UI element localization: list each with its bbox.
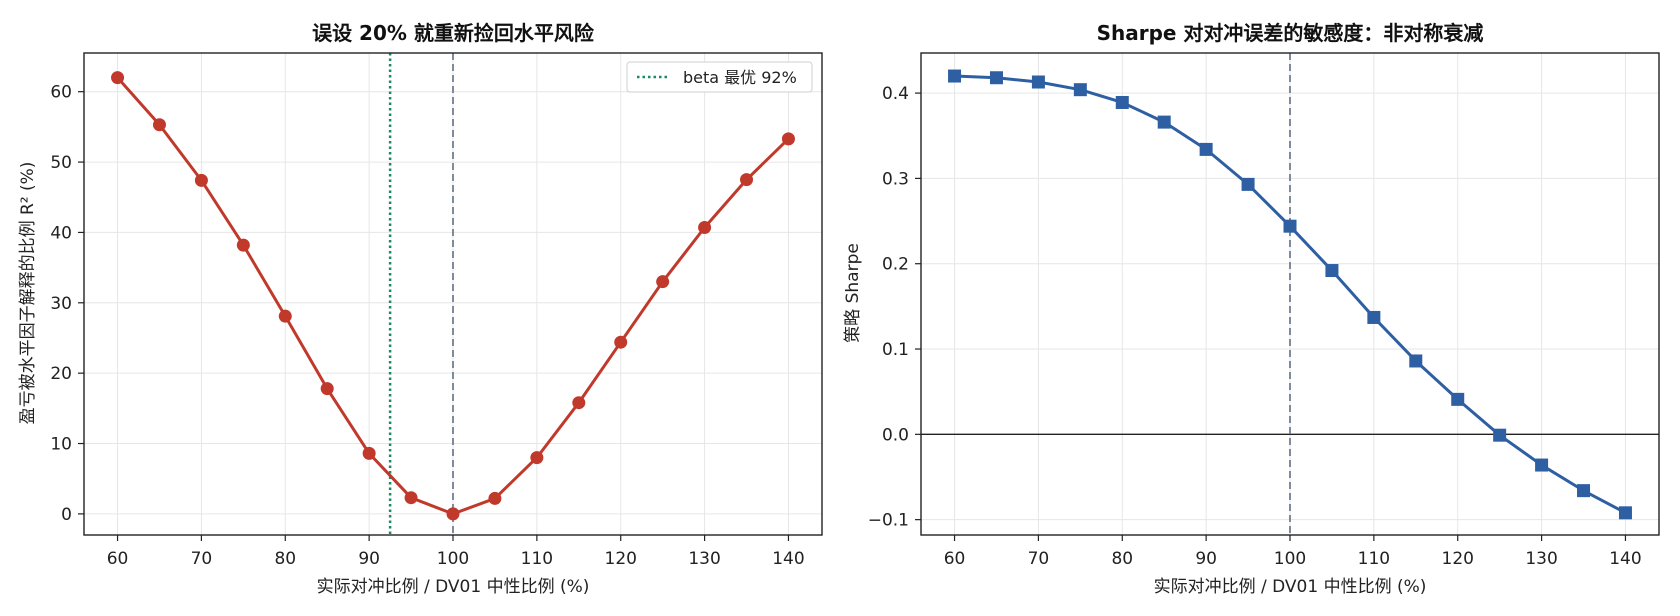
right-series xyxy=(948,69,1632,520)
data-point xyxy=(1283,219,1297,233)
data-point xyxy=(740,173,754,187)
data-point xyxy=(614,335,628,349)
y-tick-label: 20 xyxy=(50,364,72,384)
data-point xyxy=(698,221,712,235)
x-tick-label: 70 xyxy=(1028,549,1050,569)
data-point xyxy=(1618,506,1632,520)
x-tick-label: 140 xyxy=(1609,549,1641,569)
data-point xyxy=(656,275,670,289)
data-point xyxy=(194,173,208,187)
x-tick-label: 80 xyxy=(274,549,296,569)
data-point xyxy=(948,69,962,83)
x-tick-label: 70 xyxy=(191,549,213,569)
right-x-axis-label: 实际对冲比例 / DV01 中性比例 (%) xyxy=(1154,577,1427,597)
left-ticks: 60 70 80 90 100 110 120 130 140 0 10 20 30 40 50 60 xyxy=(50,83,804,569)
y-tick-label: 0 xyxy=(61,505,72,525)
data-point xyxy=(1451,392,1465,406)
left-y-axis-label: 盈亏被水平因子解释的比例 R² (%) xyxy=(18,162,38,425)
x-tick-label: 140 xyxy=(772,549,804,569)
legend-box xyxy=(626,61,813,93)
data-point xyxy=(278,309,292,323)
x-tick-label: 80 xyxy=(1111,549,1133,569)
y-tick-label: 50 xyxy=(50,153,72,173)
left-series xyxy=(111,71,795,521)
y-tick-label: 30 xyxy=(50,294,72,314)
data-point xyxy=(1535,458,1549,472)
left-chart: 60 70 80 90 100 110 120 130 140 0 10 20 30 40 50 60 误设 … xyxy=(18,21,823,597)
data-point xyxy=(320,382,334,396)
right-ticks: 60 70 80 90 100 110 120 130 140 −0.1 0.0 0.1 0.2 0.3 0… xyxy=(868,84,1642,569)
y-tick-label: 0.1 xyxy=(882,340,909,360)
data-point xyxy=(1241,177,1255,191)
right-chart-title: Sharpe 对对冲误差的敏感度：非对称衰减 xyxy=(1097,21,1484,45)
x-tick-label: 100 xyxy=(1274,549,1306,569)
left-x-axis-label: 实际对冲比例 / DV01 中性比例 (%) xyxy=(317,577,590,597)
data-point xyxy=(1199,142,1213,156)
left-legend: beta 最优 92% xyxy=(626,61,813,93)
x-tick-label: 130 xyxy=(688,549,720,569)
data-point xyxy=(1031,75,1045,89)
data-point xyxy=(781,132,795,146)
data-point xyxy=(1073,83,1087,97)
data-point xyxy=(111,71,125,85)
x-tick-label: 110 xyxy=(521,549,553,569)
x-tick-label: 90 xyxy=(1195,549,1217,569)
y-tick-label: 0.0 xyxy=(882,425,909,445)
y-tick-label: 0.2 xyxy=(882,255,909,275)
legend-beta-label: beta 最优 92% xyxy=(683,68,797,87)
data-point xyxy=(572,396,586,410)
y-tick-label: 40 xyxy=(50,223,72,243)
x-tick-label: 120 xyxy=(605,549,637,569)
data-point xyxy=(1325,264,1339,278)
x-tick-label: 60 xyxy=(107,549,129,569)
data-point xyxy=(488,491,502,505)
x-tick-label: 60 xyxy=(944,549,966,569)
data-point xyxy=(446,507,460,521)
y-tick-label: 0.3 xyxy=(882,169,909,189)
right-chart: 60 70 80 90 100 110 120 130 140 −0.1 0.0 0.1 0.2 0.3 0… xyxy=(843,21,1660,597)
x-tick-label: 100 xyxy=(437,549,469,569)
data-point xyxy=(1493,428,1507,442)
data-point xyxy=(152,118,166,132)
x-tick-label: 120 xyxy=(1442,549,1474,569)
data-point xyxy=(1577,484,1591,498)
data-point xyxy=(530,451,544,465)
x-tick-label: 90 xyxy=(358,549,380,569)
right-y-axis-label: 策略 Sharpe xyxy=(843,243,863,343)
data-point xyxy=(236,238,250,252)
x-tick-label: 110 xyxy=(1358,549,1390,569)
left-reference-lines xyxy=(388,53,454,535)
data-point xyxy=(404,491,418,505)
data-point xyxy=(1409,354,1423,368)
data-point xyxy=(362,446,376,460)
left-chart-title: 误设 20% 就重新捡回水平风险 xyxy=(312,21,595,45)
y-tick-label: −0.1 xyxy=(868,511,909,531)
y-tick-label: 60 xyxy=(50,83,72,103)
data-point xyxy=(1115,95,1129,109)
data-point xyxy=(1157,115,1171,129)
right-reference-lines xyxy=(921,53,1659,535)
data-point xyxy=(1367,310,1381,324)
x-tick-label: 130 xyxy=(1525,549,1557,569)
y-tick-label: 10 xyxy=(50,435,72,455)
y-tick-label: 0.4 xyxy=(882,84,909,104)
data-point xyxy=(989,71,1003,85)
